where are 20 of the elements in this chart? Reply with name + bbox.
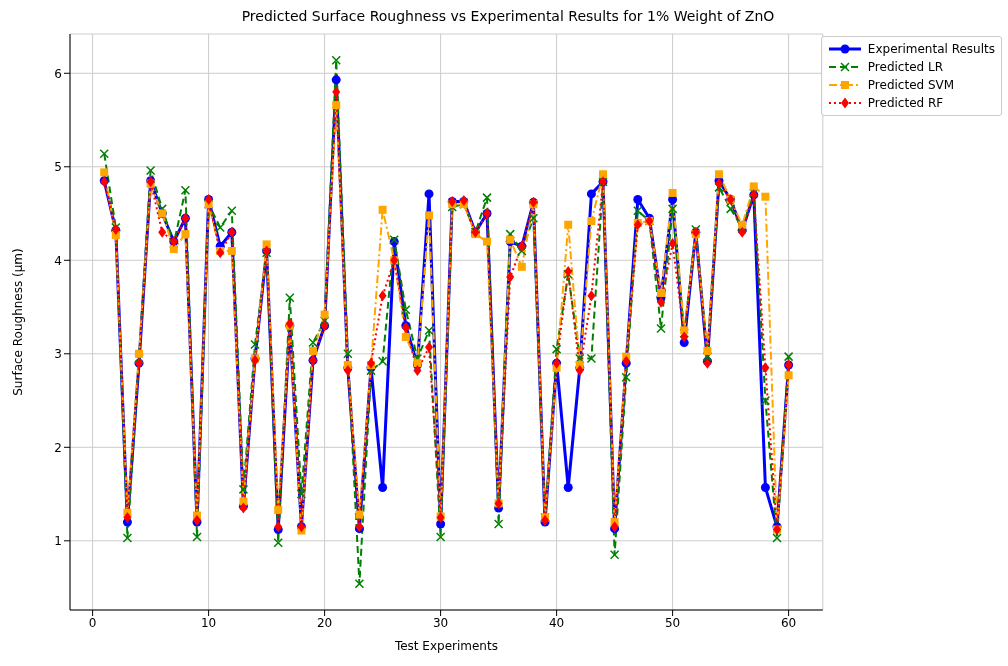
chart-title: Predicted Surface Roughness vs Experimental Results for 1% Weight of ZnO <box>240 8 776 26</box>
legend-label: Experimental Results <box>867 42 995 56</box>
y-axis-title: Surface Roughness (µm) <box>11 248 26 396</box>
x-tick-label: 50 <box>664 615 681 630</box>
x-axis-title: Test Experiments <box>393 639 498 653</box>
x-tick-label: 40 <box>548 615 565 630</box>
x-tick-label: 20 <box>316 615 333 630</box>
legend-label: Predicted RF <box>867 96 944 110</box>
legend-label: Predicted SVM <box>867 78 955 92</box>
x-tick-label: 10 <box>200 615 217 630</box>
y-tick-label: 6 <box>54 66 62 81</box>
y-tick-label: 3 <box>54 347 62 362</box>
legend-label: Predicted LR <box>867 60 943 74</box>
x-tick-label: 0 <box>88 615 97 630</box>
x-tick-label: 60 <box>780 615 797 630</box>
x-tick-label: 30 <box>432 615 449 630</box>
y-tick-label: 2 <box>54 440 62 455</box>
y-tick-label: 4 <box>54 253 62 268</box>
y-tick-label: 1 <box>54 534 62 549</box>
y-tick-label: 5 <box>54 160 62 175</box>
